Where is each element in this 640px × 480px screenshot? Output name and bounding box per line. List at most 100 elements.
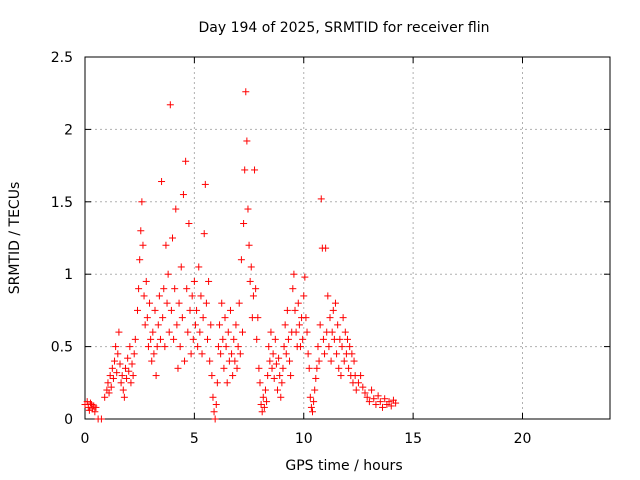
data-point	[121, 364, 129, 372]
data-point	[274, 386, 281, 394]
data-point	[206, 357, 214, 365]
data-point	[278, 379, 286, 387]
data-point	[214, 343, 222, 351]
data-point	[314, 343, 322, 351]
data-point	[307, 403, 315, 411]
data-point	[304, 350, 312, 358]
data-point	[311, 386, 319, 394]
data-point	[218, 299, 226, 307]
data-point	[195, 263, 203, 271]
data-point	[282, 350, 290, 358]
data-point	[315, 357, 323, 365]
data-point	[144, 343, 152, 351]
data-point	[104, 379, 112, 387]
x-tick-label: 5	[190, 431, 199, 447]
data-point	[135, 285, 143, 293]
data-point	[84, 403, 92, 411]
data-point	[357, 372, 365, 380]
data-point	[107, 383, 115, 391]
data-point	[115, 328, 123, 336]
x-tick-label: 20	[514, 431, 532, 447]
data-point	[348, 350, 356, 358]
data-point	[134, 306, 141, 314]
data-point	[239, 328, 246, 336]
grid	[85, 57, 610, 419]
data-point	[222, 343, 230, 351]
data-point	[188, 292, 196, 300]
data-point	[183, 285, 191, 293]
data-point	[305, 364, 313, 372]
data-point	[300, 292, 308, 300]
data-point	[204, 335, 211, 343]
data-point	[124, 354, 132, 362]
data-point	[91, 408, 99, 416]
data-point	[226, 306, 234, 314]
data-point	[252, 285, 260, 293]
data-point	[379, 403, 386, 411]
data-point	[167, 306, 175, 314]
data-point	[294, 299, 302, 307]
data-point	[256, 379, 264, 387]
data-point	[178, 314, 186, 322]
data-point	[235, 299, 243, 307]
data-point	[326, 314, 334, 322]
data-point	[150, 350, 158, 358]
data-point	[210, 408, 218, 416]
data-point	[259, 393, 267, 401]
data-point	[275, 354, 283, 362]
data-point	[128, 360, 136, 368]
data-point	[114, 350, 122, 358]
data-point	[372, 401, 380, 409]
data-point	[161, 343, 169, 351]
data-point	[172, 205, 180, 213]
data-point	[200, 230, 208, 238]
data-point	[272, 360, 280, 368]
data-point	[131, 335, 139, 343]
data-point	[179, 191, 187, 199]
data-point	[381, 395, 389, 403]
x-axis-label: GPS time / hours	[285, 458, 402, 474]
data-point	[221, 314, 229, 322]
data-point	[146, 299, 154, 307]
y-tick-label: 0.5	[51, 340, 73, 356]
data-point	[176, 343, 184, 351]
data-point	[139, 241, 147, 249]
data-point	[116, 360, 124, 368]
data-point	[321, 350, 329, 358]
data-point	[281, 321, 289, 329]
data-point	[171, 285, 179, 293]
data-point	[331, 299, 339, 307]
data-point	[246, 277, 254, 285]
data-point	[92, 403, 100, 411]
data-point	[154, 321, 162, 329]
x-tick-label: 15	[404, 431, 422, 447]
data-point	[344, 335, 351, 343]
data-point	[276, 372, 284, 380]
data-point	[205, 277, 213, 285]
data-point	[85, 406, 93, 414]
data-point	[193, 306, 201, 314]
data-point	[392, 399, 400, 407]
data-point	[158, 178, 166, 186]
data-point	[236, 350, 244, 358]
data-point	[153, 343, 161, 351]
data-point	[267, 328, 275, 336]
data-point	[156, 335, 164, 343]
data-point	[202, 299, 210, 307]
data-point	[233, 364, 241, 372]
data-point	[319, 335, 327, 343]
data-point	[140, 292, 148, 300]
data-point	[253, 335, 261, 343]
data-point	[258, 408, 266, 416]
data-point	[354, 379, 362, 387]
data-point	[232, 321, 240, 329]
data-point	[216, 321, 224, 329]
data-point	[255, 364, 263, 372]
data-point	[260, 403, 268, 411]
data-point	[237, 256, 245, 264]
data-point	[166, 101, 174, 109]
data-point	[242, 88, 250, 96]
data-point	[251, 166, 259, 174]
data-point	[109, 374, 117, 382]
